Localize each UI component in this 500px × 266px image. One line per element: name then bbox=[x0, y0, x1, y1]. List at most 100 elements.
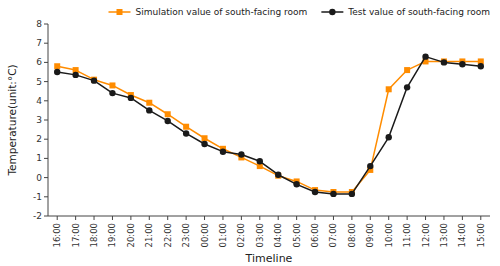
series-line bbox=[57, 61, 481, 192]
x-tick-label: 12:00 bbox=[421, 223, 431, 248]
legend-marker bbox=[329, 9, 335, 15]
y-tick bbox=[44, 120, 48, 121]
x-tick-label: 09:00 bbox=[365, 223, 375, 248]
y-tick bbox=[44, 81, 48, 82]
y-tick-label: 1 bbox=[36, 153, 42, 163]
y-tick-label: 5 bbox=[36, 77, 42, 87]
y-tick-label: 3 bbox=[36, 115, 42, 125]
x-tick-label: 10:00 bbox=[384, 223, 394, 248]
x-tick-label: 20:00 bbox=[126, 223, 136, 248]
x-tick bbox=[315, 216, 316, 220]
x-tick bbox=[425, 216, 426, 220]
x-tick bbox=[351, 216, 352, 220]
point bbox=[422, 53, 428, 59]
point bbox=[386, 86, 392, 92]
point bbox=[459, 61, 465, 67]
point bbox=[257, 158, 263, 164]
x-tick-label: 02:00 bbox=[236, 223, 246, 248]
point bbox=[441, 59, 447, 65]
x-tick-label: 13:00 bbox=[439, 223, 449, 248]
x-tick-label: 08:00 bbox=[347, 223, 357, 248]
point bbox=[312, 189, 318, 195]
point bbox=[349, 191, 355, 197]
point bbox=[165, 118, 171, 124]
x-tick-label: 19:00 bbox=[107, 223, 117, 248]
point bbox=[165, 111, 171, 117]
x-tick bbox=[259, 216, 260, 220]
x-tick-label: 03:00 bbox=[255, 223, 265, 248]
point bbox=[128, 95, 134, 101]
legend: Simulation value of south-facing room Tes… bbox=[109, 7, 491, 17]
point bbox=[183, 124, 189, 130]
point bbox=[478, 63, 484, 69]
y-tick bbox=[44, 158, 48, 159]
y-tick-label: 6 bbox=[36, 57, 42, 67]
y-tick bbox=[44, 216, 48, 217]
x-tick bbox=[462, 216, 463, 220]
x-tick-label: 14:00 bbox=[457, 223, 467, 248]
point bbox=[54, 63, 60, 69]
x-tick bbox=[296, 216, 297, 220]
x-tick bbox=[407, 216, 408, 220]
x-tick-label: 05:00 bbox=[292, 223, 302, 248]
x-tick bbox=[443, 216, 444, 220]
y-tick-label: -1 bbox=[33, 192, 42, 202]
x-tick-label: 00:00 bbox=[200, 223, 210, 248]
x-tick bbox=[75, 216, 76, 220]
legend-marker bbox=[117, 9, 123, 15]
point bbox=[54, 69, 60, 75]
x-tick-label: 22:00 bbox=[163, 223, 173, 248]
y-tick bbox=[44, 100, 48, 101]
x-tick-label: 15:00 bbox=[476, 223, 486, 248]
x-tick-label: 17:00 bbox=[71, 223, 81, 248]
y-tick bbox=[44, 196, 48, 197]
x-tick-label: 11:00 bbox=[402, 223, 412, 248]
y-tick bbox=[44, 139, 48, 140]
y-axis-label: Temperature(unit:°C) bbox=[6, 64, 18, 176]
x-tick-label: 23:00 bbox=[181, 223, 191, 248]
point bbox=[404, 67, 410, 73]
point bbox=[183, 130, 189, 136]
x-tick bbox=[112, 216, 113, 220]
chart: -2-101234567816:0017:0018:0019:0020:0021… bbox=[0, 0, 500, 266]
legend-item: Simulation value of south-facing room bbox=[109, 7, 308, 17]
x-tick-label: 01:00 bbox=[218, 223, 228, 248]
point bbox=[275, 172, 281, 178]
y-tick-label: 8 bbox=[36, 19, 42, 29]
x-tick-label: 21:00 bbox=[144, 223, 154, 248]
x-tick bbox=[57, 216, 58, 220]
x-tick bbox=[167, 216, 168, 220]
legend-item: Test value of south-facing room bbox=[321, 7, 490, 17]
y-tick bbox=[44, 62, 48, 63]
y-tick-label: 4 bbox=[36, 96, 42, 106]
x-tick bbox=[149, 216, 150, 220]
point bbox=[202, 135, 208, 141]
x-tick-label: 04:00 bbox=[273, 223, 283, 248]
point bbox=[404, 84, 410, 90]
x-tick-label: 16:00 bbox=[52, 223, 62, 248]
y-tick-label: -2 bbox=[33, 211, 42, 221]
y-tick bbox=[44, 24, 48, 25]
x-tick bbox=[204, 216, 205, 220]
y-tick bbox=[44, 177, 48, 178]
point bbox=[109, 82, 115, 88]
legend-label: Simulation value of south-facing room bbox=[136, 7, 308, 17]
x-tick bbox=[130, 216, 131, 220]
x-tick bbox=[186, 216, 187, 220]
x-tick-label: 06:00 bbox=[310, 223, 320, 248]
y-tick bbox=[44, 43, 48, 44]
x-tick bbox=[333, 216, 334, 220]
point bbox=[293, 181, 299, 187]
x-tick bbox=[241, 216, 242, 220]
x-tick bbox=[278, 216, 279, 220]
x-axis-line bbox=[48, 216, 490, 217]
point bbox=[91, 77, 97, 83]
plot-area bbox=[54, 53, 484, 197]
x-tick-label: 18:00 bbox=[89, 223, 99, 248]
x-tick bbox=[222, 216, 223, 220]
x-tick-label: 07:00 bbox=[328, 223, 338, 248]
point bbox=[367, 163, 373, 169]
point bbox=[146, 100, 152, 106]
point bbox=[220, 148, 226, 154]
point bbox=[201, 141, 207, 147]
